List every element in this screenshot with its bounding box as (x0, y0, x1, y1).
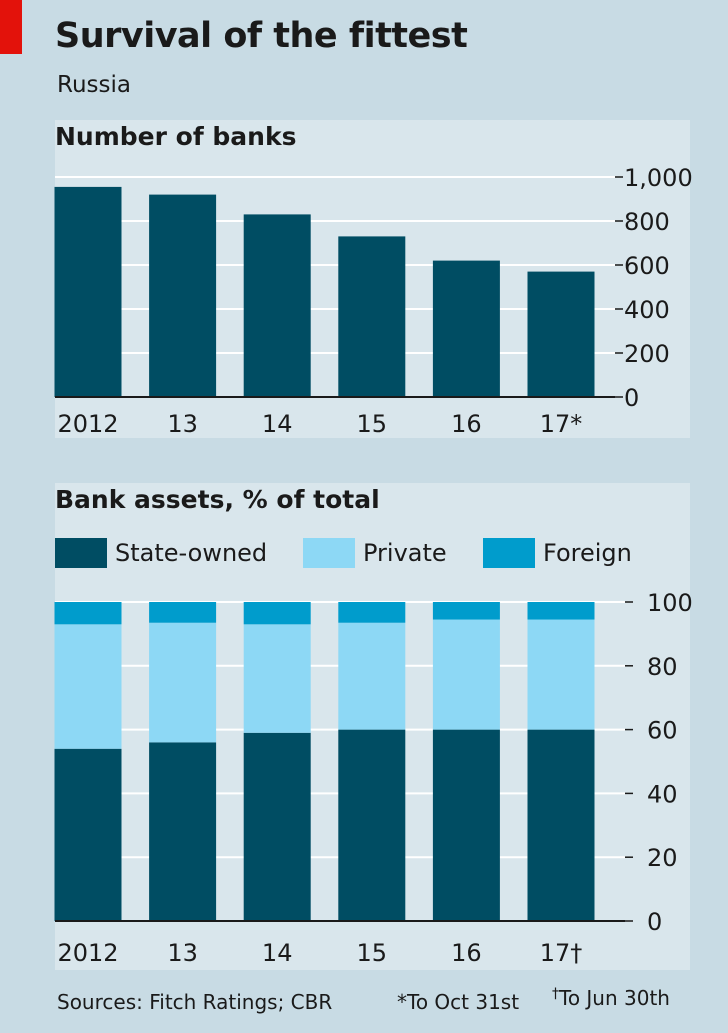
bar-segment-state-owned (432, 729, 500, 921)
bar-segment-foreign (149, 602, 217, 623)
x-tick-label: 13 (167, 939, 198, 967)
banks-chart-title: Number of banks (55, 122, 297, 151)
bar-segment-state-owned (338, 729, 406, 921)
bar-segment-state-owned (54, 748, 122, 921)
y-tick-label: 0 (647, 908, 662, 936)
legend-label-foreign: Foreign (543, 539, 632, 567)
x-tick-label: 15 (357, 939, 388, 967)
legend-swatch-private (303, 538, 355, 568)
assets-chart-svg: 0 20 40 60 80 100 2012 13 14 15 16 17† (54, 589, 693, 967)
x-tick-label: 13 (167, 410, 198, 438)
x-tick-label: 17† (540, 939, 583, 967)
bar-segment-state-owned (149, 742, 217, 921)
x-tick-label: 14 (262, 410, 293, 438)
bar-segment-private (527, 619, 595, 730)
chart-title: Survival of the fittest (55, 16, 468, 56)
footnote-dagger: †To Jun 30th (552, 986, 670, 1010)
y-tick-label: 60 (647, 717, 678, 745)
footnote-dagger-mark: † (552, 986, 559, 1002)
x-tick-label: 16 (451, 939, 482, 967)
banks-chart-panel: Number of banks 0 200 400 600 800 1,000 2012 13… (54, 120, 693, 438)
bar-segment-private (149, 622, 217, 743)
y-tick-label: 0 (624, 384, 639, 412)
x-tick-label: 15 (357, 410, 388, 438)
bar-banks-14 (243, 214, 311, 397)
y-tick-label: 800 (624, 208, 670, 236)
footnote-dagger-text: To Jun 30th (559, 986, 670, 1010)
bar-segment-foreign (338, 602, 406, 623)
x-tick-label: 17* (540, 410, 583, 438)
legend-item-foreign: Foreign (483, 535, 632, 571)
x-tick-label: 2012 (57, 939, 118, 967)
bar-banks-16 (432, 260, 500, 397)
assets-chart-title: Bank assets, % of total (55, 485, 380, 514)
y-tick-label: 80 (647, 653, 678, 681)
banks-chart-svg: 0 200 400 600 800 1,000 2012 13 14 15 16 17* (54, 164, 693, 438)
bar-banks-13 (149, 194, 217, 397)
x-tick-label: 2012 (57, 410, 118, 438)
bar-segment-private (243, 624, 311, 733)
assets-chart-panel: Bank assets, % of total State-owned Priv… (54, 483, 693, 970)
brand-red-tag (0, 0, 22, 54)
sources-note: Sources: Fitch Ratings; CBR (57, 990, 333, 1014)
y-tick-label: 1,000 (624, 164, 693, 192)
bar-banks-15 (338, 236, 406, 397)
y-tick-label: 40 (647, 780, 678, 808)
chart-subtitle: Russia (57, 72, 131, 98)
x-tick-label: 16 (451, 410, 482, 438)
legend-item-private: Private (303, 535, 447, 571)
legend-label-private: Private (363, 539, 447, 567)
bar-segment-foreign (54, 602, 122, 625)
bar-segment-foreign (243, 602, 311, 625)
y-tick-label: 600 (624, 252, 670, 280)
x-tick-label: 14 (262, 939, 293, 967)
bar-segment-private (338, 622, 406, 730)
bar-segment-foreign (432, 602, 500, 620)
footnote-asterisk: *To Oct 31st (397, 990, 520, 1014)
legend-item-state-owned: State-owned (55, 535, 267, 571)
assets-legend: State-owned Private Foreign (55, 535, 690, 571)
y-tick-label: 200 (624, 340, 670, 368)
legend-swatch-state-owned (55, 538, 107, 568)
bar-banks-2012 (54, 186, 122, 397)
y-tick-label: 400 (624, 296, 670, 324)
bar-segment-state-owned (527, 729, 595, 921)
bar-segment-private (432, 619, 500, 730)
bar-segment-state-owned (243, 732, 311, 921)
bar-segment-foreign (527, 602, 595, 620)
legend-label-state-owned: State-owned (115, 539, 268, 567)
bar-segment-private (54, 624, 122, 749)
y-tick-label: 20 (647, 844, 678, 872)
legend-swatch-foreign (483, 538, 535, 568)
bar-banks-17* (527, 271, 595, 397)
y-tick-label: 100 (647, 589, 693, 617)
